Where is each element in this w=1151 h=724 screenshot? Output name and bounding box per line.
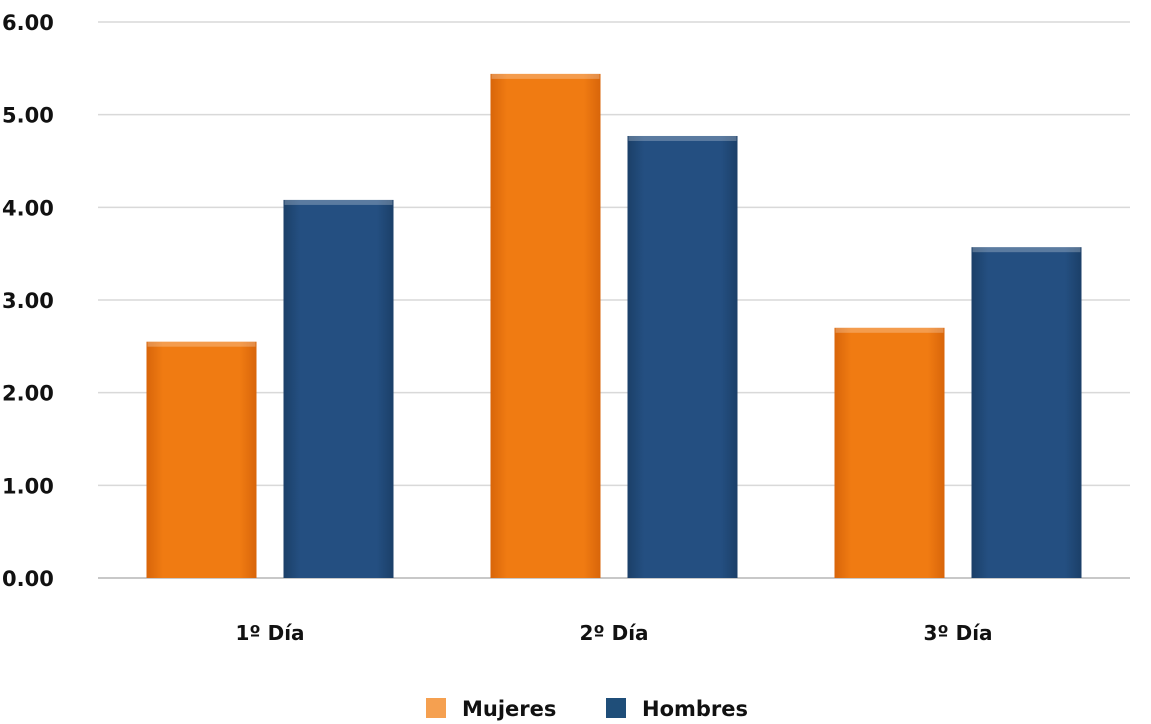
bar-mujeres-1 <box>146 341 257 578</box>
bar-top-bevel <box>284 199 393 205</box>
bar <box>283 199 394 579</box>
legend: Mujeres Hombres <box>426 697 748 721</box>
bar <box>627 135 738 579</box>
bar-top-bevel <box>147 341 256 347</box>
bar-top-bevel <box>835 327 944 333</box>
legend-item-mujeres: Mujeres <box>426 697 556 721</box>
y-tick-label: 0.00 <box>2 567 54 591</box>
legend-label: Hombres <box>642 697 748 721</box>
bar-hombres-2 <box>627 135 738 579</box>
y-tick-label: 1.00 <box>2 474 54 498</box>
bar <box>834 327 945 578</box>
y-tick-label: 2.00 <box>2 382 54 406</box>
bar-top-bevel <box>491 73 600 79</box>
bar <box>146 341 257 578</box>
bar-hombres-1 <box>283 199 394 579</box>
bar <box>490 73 601 578</box>
x-axis-labels: 1º Día 2º Día 3º Día <box>235 621 992 645</box>
bars <box>146 73 1082 579</box>
x-tick-label: 3º Día <box>923 621 992 645</box>
legend-item-hombres: Hombres <box>606 697 748 721</box>
y-tick-label: 4.00 <box>2 196 54 220</box>
bar-mujeres-2 <box>490 73 601 578</box>
y-tick-label: 3.00 <box>2 289 54 313</box>
x-tick-label: 1º Día <box>235 621 304 645</box>
legend-swatch <box>606 698 626 718</box>
x-tick-label: 2º Día <box>579 621 648 645</box>
y-tick-label: 5.00 <box>2 104 54 128</box>
bar-top-bevel <box>628 135 737 141</box>
legend-label: Mujeres <box>462 697 556 721</box>
y-axis-ticks: 0.00 1.00 2.00 3.00 4.00 5.00 6.00 <box>2 11 54 591</box>
bar-hombres-3 <box>971 247 1082 578</box>
legend-swatch <box>426 698 446 718</box>
bar-mujeres-3 <box>834 327 945 578</box>
y-tick-label: 6.00 <box>2 11 54 35</box>
bar-top-bevel <box>972 247 1081 253</box>
bar <box>971 247 1082 578</box>
gridlines <box>98 21 1130 579</box>
